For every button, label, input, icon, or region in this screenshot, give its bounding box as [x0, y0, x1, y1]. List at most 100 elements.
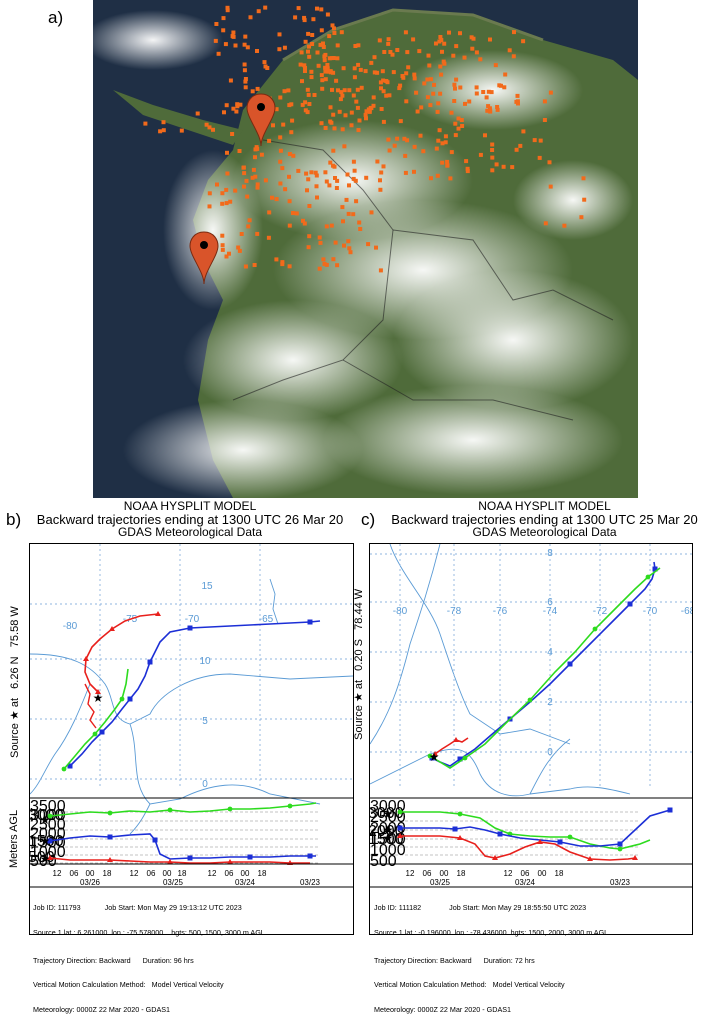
fire-pixel	[381, 78, 386, 83]
panel-c-footer-method: Vertical Motion Calculation Method:	[374, 980, 487, 990]
hour-tick-label: 12	[53, 869, 62, 878]
fire-pixel	[234, 109, 239, 114]
fire-pixel	[213, 38, 218, 43]
fire-pixel	[378, 268, 383, 273]
fire-pixel	[521, 39, 526, 44]
fire-pixel	[428, 103, 433, 108]
fire-pixel	[228, 199, 233, 204]
fire-pixel	[319, 121, 324, 126]
right-height-label: 2500	[30, 816, 66, 833]
height-500m-marker	[47, 855, 53, 860]
fire-pixel	[485, 108, 490, 113]
fire-pixel	[488, 37, 492, 42]
fire-pixel	[400, 74, 405, 78]
fire-pixel	[246, 224, 251, 229]
fire-pixel	[321, 45, 326, 49]
fire-pixel	[333, 176, 337, 180]
fire-pixel	[353, 178, 358, 183]
height-star: ★	[40, 834, 51, 848]
fire-pixel	[306, 177, 311, 182]
fire-pixel	[434, 41, 438, 46]
fire-pixel	[225, 150, 229, 155]
traj-3000m-marker	[645, 574, 651, 580]
fire-pixel	[495, 105, 500, 109]
fire-pixel	[215, 182, 219, 187]
fire-pixel	[255, 231, 260, 236]
panel-b-footer-method: Vertical Motion Calculation Method:	[33, 980, 146, 990]
fire-pixel	[548, 184, 553, 189]
hour-tick-label: 18	[457, 869, 466, 878]
fire-pixel	[364, 109, 369, 114]
fire-pixel	[403, 30, 408, 35]
fire-pixel	[304, 171, 309, 176]
height-1500m-marker	[397, 833, 403, 838]
fire-pixel	[351, 212, 356, 217]
fire-pixel	[379, 170, 384, 175]
fire-pixel	[250, 89, 255, 94]
fire-pixel	[532, 138, 537, 143]
fire-pixel	[324, 179, 329, 184]
fire-pixel	[262, 60, 267, 65]
traj-2000m-marker	[567, 661, 573, 667]
fire-pixel	[255, 86, 260, 91]
fire-pixel	[414, 90, 419, 95]
fire-pixel	[250, 175, 255, 180]
fire-pixel	[323, 126, 328, 130]
lat-tick-label: 8	[547, 548, 553, 559]
fire-pixel	[239, 232, 244, 236]
fire-pixel	[385, 80, 390, 85]
fire-pixel	[323, 69, 328, 74]
traj-1500m-marker	[432, 751, 438, 756]
fire-pixel	[231, 106, 236, 111]
fire-pixel	[502, 85, 507, 90]
panel-b-footer: Job ID: 111793 Job Start: Mon May 29 19:…	[33, 888, 265, 1022]
fire-pixel	[369, 60, 374, 65]
fire-pixel	[429, 77, 433, 82]
fire-pixel	[309, 170, 314, 175]
traj-3000m-marker	[592, 626, 598, 632]
fire-pixel	[322, 261, 327, 266]
fire-pixel	[440, 141, 445, 146]
fire-pixel	[339, 30, 344, 35]
right-height-label: 2000	[370, 820, 406, 837]
fire-pixel	[484, 95, 489, 100]
fire-pixel	[387, 93, 392, 98]
panel-a-label: a)	[48, 8, 64, 27]
hour-tick-label: 12	[504, 869, 513, 878]
height-star: ★	[383, 807, 394, 821]
fire-pixel	[227, 251, 231, 256]
fire-pixel	[221, 28, 226, 33]
fire-pixel	[330, 87, 334, 92]
fire-pixel	[243, 264, 248, 269]
fire-pixel	[402, 136, 407, 141]
fire-pixel	[211, 127, 215, 132]
fire-pixel	[379, 107, 384, 111]
fire-pixel	[351, 176, 356, 181]
fire-pixel	[348, 250, 353, 255]
fire-pixel	[319, 73, 324, 78]
traj-1500m-marker	[127, 696, 133, 702]
fire-pixel	[280, 166, 285, 171]
panel-c-header: NOAA HYSPLIT MODEL Backward trajectories…	[382, 500, 707, 539]
location-marker-quito	[189, 231, 219, 285]
fire-pixel	[207, 125, 212, 130]
fire-pixel	[278, 135, 283, 140]
fire-pixel	[287, 264, 292, 269]
fire-pixel	[309, 69, 314, 74]
traj-1500m-marker	[67, 763, 73, 769]
fire-pixel	[267, 210, 272, 215]
fire-pixel	[307, 44, 311, 49]
panel-b-source-prefix: Source ★ at	[9, 697, 21, 758]
fire-pixel	[341, 219, 345, 224]
fire-pixel	[439, 72, 444, 77]
fire-pixel	[375, 70, 380, 75]
fire-pixel	[254, 145, 259, 150]
fire-pixel	[255, 49, 259, 53]
fire-pixel	[266, 235, 271, 240]
fire-pixel	[358, 67, 363, 72]
fire-pixel	[343, 113, 348, 118]
fire-pixel	[338, 97, 343, 102]
fire-pixel	[378, 80, 383, 85]
height-1500m-marker	[587, 856, 593, 861]
fire-pixel	[207, 191, 212, 196]
